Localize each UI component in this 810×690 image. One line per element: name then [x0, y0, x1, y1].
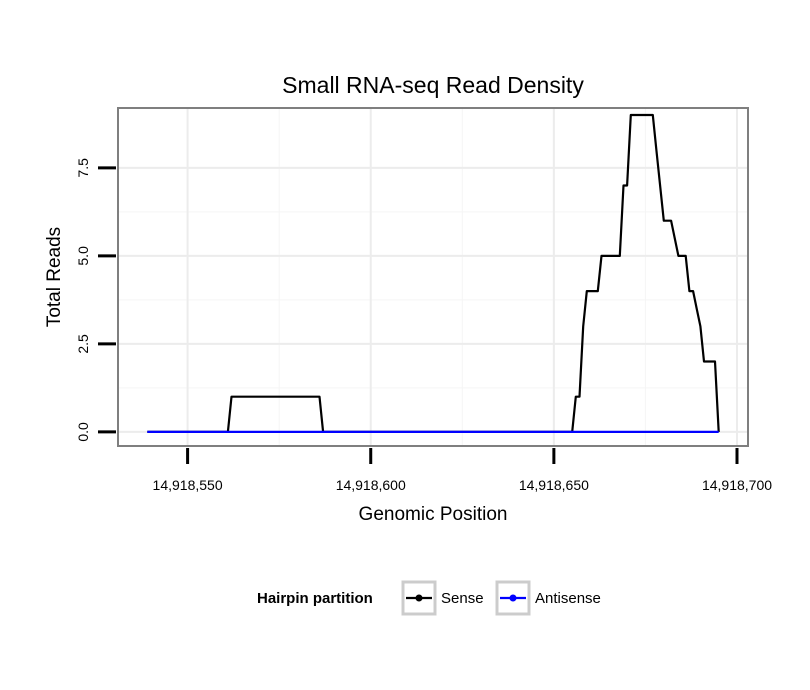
chart-title: Small RNA-seq Read Density — [282, 72, 584, 98]
legend-title: Hairpin partition — [257, 590, 373, 607]
x-tick-label: 14,918,700 — [702, 477, 772, 493]
legend: Hairpin partition Sense Antisense — [257, 580, 601, 616]
y-tick-label: 5.0 — [75, 246, 91, 266]
y-axis-title: Total Reads — [44, 227, 65, 327]
series-line-sense — [147, 113, 720, 433]
panel-border — [117, 107, 749, 447]
legend-key-point — [415, 594, 423, 602]
legend-label-antisense: Antisense — [535, 590, 601, 607]
y-tick-label: 0.0 — [75, 422, 91, 442]
legend-label-sense: Sense — [441, 590, 484, 607]
x-tick-label: 14,918,550 — [153, 477, 223, 493]
y-tick-label: 7.5 — [75, 158, 91, 178]
x-tick-label: 14,918,650 — [519, 477, 589, 493]
y-tick-label: 2.5 — [75, 334, 91, 354]
legend-key-point — [509, 594, 517, 602]
x-tick-label: 14,918,600 — [336, 477, 406, 493]
grid — [118, 108, 748, 446]
x-axis-title: Genomic Position — [359, 504, 508, 525]
series-layer — [147, 113, 720, 433]
axes: 14,918,550 14,918,600 14,918,650 14,918,700… — [75, 158, 772, 493]
